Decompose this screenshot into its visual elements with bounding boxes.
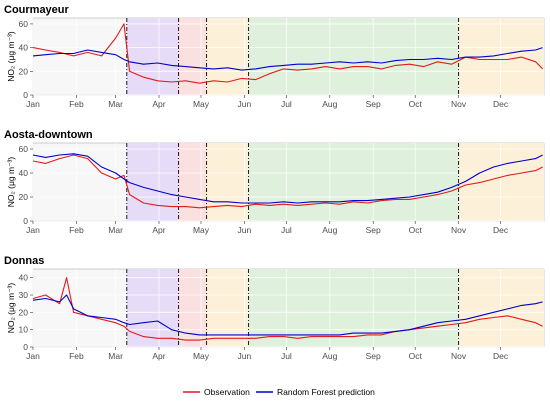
panel-title: Courmayeur bbox=[4, 4, 70, 16]
y-tick-label: 20 bbox=[19, 66, 29, 76]
x-tick-label: Nov bbox=[451, 99, 467, 109]
y-axis-label: NO₂ (μg m⁻³) bbox=[6, 283, 16, 334]
period-band bbox=[458, 269, 544, 347]
period-band bbox=[126, 18, 179, 95]
y-tick-label: 10 bbox=[19, 325, 29, 335]
y-tick-label: 60 bbox=[19, 19, 29, 29]
x-tick-label: Jan bbox=[26, 351, 40, 361]
y-tick-label: 60 bbox=[19, 144, 29, 154]
x-tick-label: Jul bbox=[281, 351, 292, 361]
x-tick-label: Feb bbox=[69, 99, 84, 109]
x-tick-label: Dec bbox=[493, 351, 509, 361]
panel-aosta-downtown: Aosta-downtown 0 20 40 60 Jan Feb Mar Apr May Jun… bbox=[4, 129, 545, 235]
period-band bbox=[178, 18, 207, 95]
x-tick-label: Sep bbox=[366, 99, 381, 109]
series-line-rf-prediction bbox=[32, 294, 543, 336]
period-band bbox=[206, 269, 249, 347]
y-axis-label: NO₂ (μg m⁻³) bbox=[6, 31, 16, 82]
panel-courmayeur: Courmayeur 0 20 40 60 Jan Feb Mar Apr May Jun Jul A… bbox=[4, 4, 545, 109]
period-band bbox=[458, 143, 544, 221]
x-tick-label: Sep bbox=[366, 351, 381, 361]
period-band bbox=[248, 143, 459, 221]
series-line-observation bbox=[32, 277, 543, 341]
x-tick-label: Aug bbox=[322, 99, 337, 109]
series-line-observation bbox=[32, 23, 543, 84]
x-tick-label: Nov bbox=[451, 225, 467, 235]
x-tick-label: Aug bbox=[322, 351, 337, 361]
x-tick-label: Jul bbox=[281, 225, 292, 235]
y-tick-label: 40 bbox=[19, 168, 29, 178]
x-tick-label: Sep bbox=[366, 225, 381, 235]
y-tick-label: 0 bbox=[23, 342, 28, 352]
period-band bbox=[206, 18, 249, 95]
period-band bbox=[126, 143, 179, 221]
period-band bbox=[206, 143, 249, 221]
series-line-rf-prediction bbox=[32, 153, 543, 204]
period-band bbox=[248, 18, 459, 95]
panel-donnas: Donnas 0 10 20 30 40 Jan Feb Mar Apr May Jun Jul Aug… bbox=[4, 255, 545, 361]
period-band bbox=[126, 269, 179, 347]
series-line-rf-prediction bbox=[32, 47, 543, 71]
y-tick-label: 0 bbox=[23, 90, 28, 100]
x-tick-label: Jan bbox=[26, 225, 40, 235]
x-tick-label: Jun bbox=[238, 99, 252, 109]
period-band bbox=[458, 18, 544, 95]
x-tick-label: Jan bbox=[26, 99, 40, 109]
x-tick-label: Oct bbox=[409, 225, 423, 235]
x-tick-label: Nov bbox=[451, 351, 467, 361]
period-band bbox=[178, 143, 207, 221]
x-tick-label: Apr bbox=[152, 99, 165, 109]
x-tick-label: May bbox=[193, 225, 210, 235]
x-tick-label: Dec bbox=[493, 99, 509, 109]
legend: Observation Random Forest prediction bbox=[183, 387, 375, 397]
y-tick-label: 20 bbox=[19, 192, 29, 202]
x-tick-label: Apr bbox=[152, 351, 165, 361]
x-tick-label: Aug bbox=[322, 225, 337, 235]
y-tick-label: 40 bbox=[19, 43, 29, 53]
x-tick-label: Mar bbox=[108, 225, 123, 235]
x-tick-label: May bbox=[193, 351, 210, 361]
y-tick-label: 30 bbox=[19, 290, 29, 300]
y-axis-label: NO₂ (μg m⁻³) bbox=[6, 157, 16, 208]
x-tick-label: Mar bbox=[108, 351, 123, 361]
panel-title: Aosta-downtown bbox=[4, 129, 93, 141]
x-tick-label: Feb bbox=[69, 225, 84, 235]
x-tick-label: Apr bbox=[152, 225, 165, 235]
x-tick-label: Mar bbox=[108, 99, 123, 109]
y-tick-label: 0 bbox=[23, 216, 28, 226]
series-line-observation bbox=[32, 154, 543, 209]
period-band bbox=[248, 269, 459, 347]
x-tick-label: Jun bbox=[238, 351, 252, 361]
x-tick-label: Jun bbox=[238, 225, 252, 235]
x-tick-label: May bbox=[193, 99, 210, 109]
x-tick-label: Dec bbox=[493, 225, 509, 235]
x-tick-label: Oct bbox=[409, 99, 423, 109]
panel-title: Donnas bbox=[4, 255, 44, 267]
x-tick-label: Oct bbox=[409, 351, 423, 361]
y-tick-label: 40 bbox=[19, 273, 29, 283]
x-tick-label: Feb bbox=[69, 351, 84, 361]
x-tick-label: Jul bbox=[281, 99, 292, 109]
legend-label-observation: Observation bbox=[204, 387, 250, 397]
legend-label-rf-prediction: Random Forest prediction bbox=[277, 387, 375, 397]
y-tick-label: 20 bbox=[19, 307, 29, 317]
